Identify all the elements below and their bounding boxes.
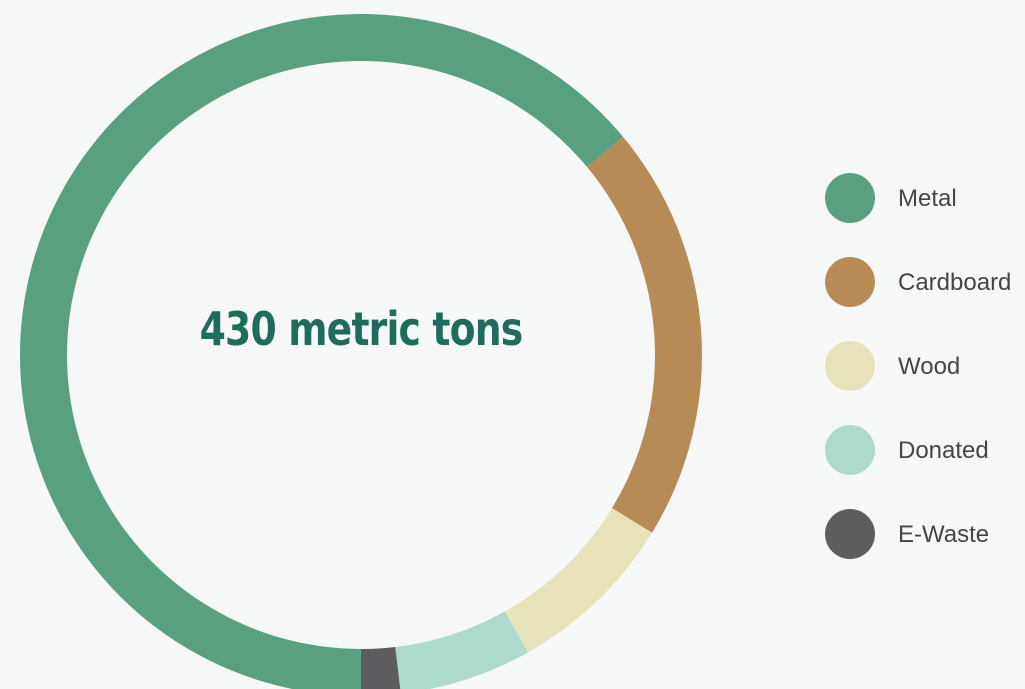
donut-segment-e-waste <box>361 646 401 689</box>
legend-item-e-waste: E-Waste <box>825 509 1025 559</box>
donut-segment-donated <box>395 611 528 689</box>
legend-label-metal: Metal <box>898 185 957 212</box>
donut-segment-cardboard <box>586 136 703 533</box>
center-total-label: 430 metric tons <box>199 302 524 356</box>
legend-swatch-cardboard <box>825 257 875 307</box>
legend-label-e-waste: E-Waste <box>898 521 990 548</box>
legend-swatch-wood <box>825 341 875 391</box>
donut-segment-wood <box>504 508 653 653</box>
legend-item-cardboard: Cardboard <box>825 257 1025 307</box>
legend: Metal Cardboard Wood Donated E-Waste <box>825 173 1025 593</box>
legend-item-wood: Wood <box>825 341 1025 391</box>
donut-segment-metal <box>20 14 624 689</box>
legend-swatch-donated <box>825 425 875 475</box>
legend-label-donated: Donated <box>898 437 989 464</box>
legend-label-wood: Wood <box>898 353 961 380</box>
legend-item-donated: Donated <box>825 425 1025 475</box>
legend-swatch-metal <box>825 173 875 223</box>
legend-item-metal: Metal <box>825 173 1025 223</box>
legend-label-cardboard: Cardboard <box>898 269 1012 296</box>
legend-swatch-e-waste <box>825 509 875 559</box>
